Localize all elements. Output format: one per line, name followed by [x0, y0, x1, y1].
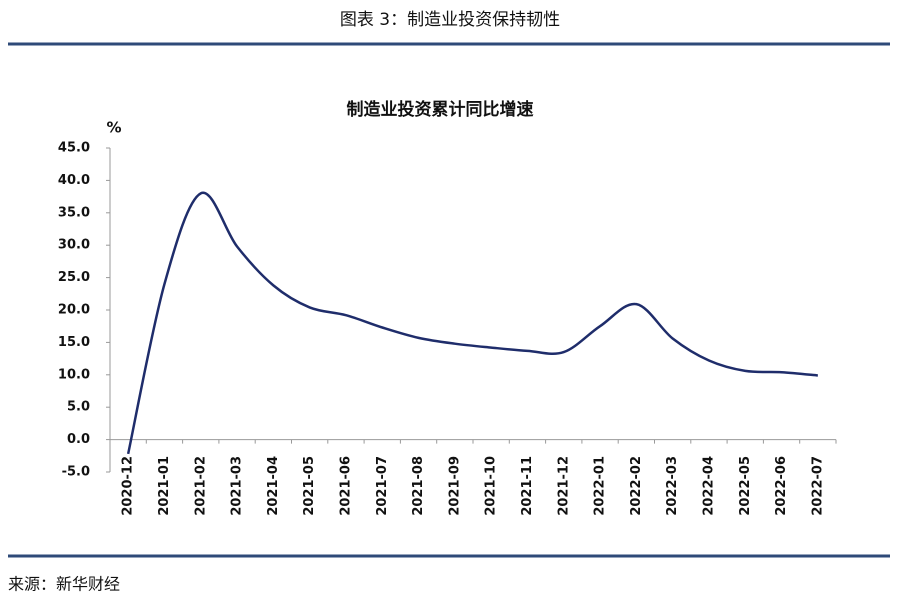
x-tick-label: 2021-06 — [338, 456, 353, 516]
y-unit: % — [106, 119, 121, 137]
x-tick-label: 2022-05 — [738, 456, 753, 516]
x-tick-label: 2022-01 — [593, 456, 608, 516]
y-tick-label: 40.0 — [58, 173, 90, 188]
chart-title: 制造业投资累计同比增速 — [347, 99, 534, 120]
y-tick-label: 20.0 — [58, 303, 90, 318]
x-tick-label: 2022-06 — [774, 456, 789, 516]
page-title: 图表 3：制造业投资保持韧性 — [340, 10, 560, 30]
x-tick-label: 2021-11 — [520, 456, 535, 516]
x-tick-label: 2021-03 — [230, 456, 245, 516]
x-tick-label: 2022-07 — [810, 456, 825, 516]
y-tick-label: 35.0 — [58, 205, 90, 220]
y-tick-label: 15.0 — [58, 335, 90, 350]
x-tick-label: 2020-12 — [121, 456, 136, 516]
x-tick-label: 2022-03 — [665, 456, 680, 516]
x-tick-label: 2021-05 — [302, 456, 317, 516]
y-tick-label: 30.0 — [58, 238, 90, 253]
x-tick-label: 2021-04 — [266, 456, 281, 516]
y-tick-label: 25.0 — [58, 270, 90, 285]
x-tick-label: 2021-08 — [411, 456, 426, 516]
x-tick-label: 2021-09 — [447, 456, 462, 516]
y-tick-label: -5.0 — [62, 465, 90, 480]
x-tick-label: 2021-01 — [157, 456, 172, 516]
source-note: 来源：新华财经 — [8, 575, 120, 594]
x-tick-label: 2022-04 — [701, 456, 716, 516]
y-tick-label: 10.0 — [58, 367, 90, 382]
x-tick-label: 2021-12 — [556, 456, 571, 516]
y-tick-label: 0.0 — [67, 432, 90, 447]
x-tick-label: 2021-10 — [484, 456, 499, 516]
x-tick-label: 2021-07 — [375, 456, 390, 516]
y-tick-label: 45.0 — [58, 141, 90, 156]
y-tick-label: 5.0 — [67, 400, 90, 415]
x-tick-label: 2021-02 — [193, 456, 208, 516]
data-line — [126, 191, 818, 455]
x-tick-label: 2022-02 — [629, 456, 644, 516]
